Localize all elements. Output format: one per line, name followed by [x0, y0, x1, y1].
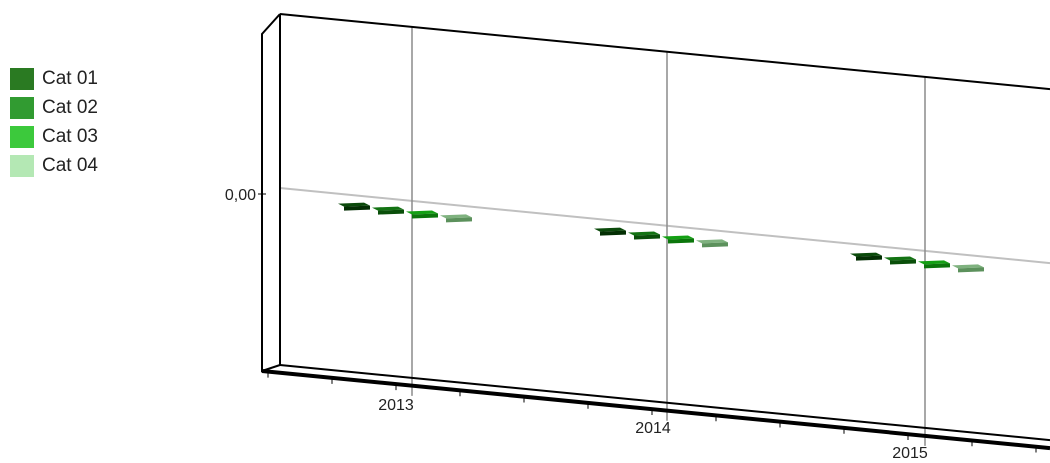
bar-side-cat-03-2015 [924, 263, 950, 269]
legend: Cat 01 Cat 02 Cat 03 Cat 04 [10, 64, 98, 180]
legend-swatch-cat-03 [10, 125, 34, 148]
bar-side-cat-04-2014 [702, 242, 728, 248]
y-tick-label: 0,00 [225, 187, 256, 204]
bar-side-cat-02-2015 [890, 259, 916, 265]
bar-side-cat-02-2013 [378, 209, 404, 215]
bar-cat-04-2014 [696, 239, 728, 244]
floor-back-edge [279, 364, 1050, 442]
bar-side-cat-01-2015 [856, 255, 882, 261]
axes [258, 13, 1050, 453]
bar-side-cat-04-2013 [446, 217, 472, 223]
zero-gridline [279, 187, 1050, 265]
bar-side-cat-01-2014 [600, 230, 626, 236]
bar-cat-03-2014 [662, 235, 694, 240]
x-tick-label: 2013 [378, 397, 414, 414]
legend-swatch-cat-01 [10, 67, 34, 90]
legend-label-cat-04: Cat 04 [42, 154, 98, 176]
floor-front-edge [261, 369, 1050, 451]
legend-label-cat-03: Cat 03 [42, 125, 98, 147]
back-plane-top-edge [279, 13, 1050, 91]
axis-labels: 0,00 2013 2014 2015 [225, 187, 928, 462]
bar-side-cat-03-2014 [668, 238, 694, 244]
legend-label-cat-01: Cat 01 [42, 67, 98, 89]
bar-cat-03-2013 [406, 210, 438, 215]
left-wall-outline [261, 13, 281, 373]
legend-item-cat-01: Cat 01 [10, 64, 98, 93]
bars [338, 202, 984, 273]
legend-item-cat-02: Cat 02 [10, 93, 98, 122]
bar-cat-02-2015 [884, 256, 916, 261]
legend-swatch-cat-04 [10, 154, 34, 177]
bar-cat-03-2015 [918, 260, 950, 265]
grid-lines [279, 26, 1050, 446]
bar-cat-04-2015 [952, 264, 984, 269]
bar-cat-01-2015 [850, 252, 882, 257]
bar-cat-01-2013 [338, 202, 370, 207]
bar-cat-02-2014 [628, 231, 660, 236]
bar-side-cat-04-2015 [958, 267, 984, 273]
legend-label-cat-02: Cat 02 [42, 96, 98, 118]
bar-side-cat-02-2014 [634, 234, 660, 240]
x-tick-label: 2014 [635, 420, 671, 437]
bar-cat-02-2013 [372, 206, 404, 211]
legend-swatch-cat-02 [10, 96, 34, 119]
bar-side-cat-03-2013 [412, 213, 438, 219]
x-tick-label: 2015 [892, 445, 928, 462]
bar-cat-01-2014 [594, 227, 626, 232]
legend-item-cat-04: Cat 04 [10, 151, 98, 180]
legend-item-cat-03: Cat 03 [10, 122, 98, 151]
bar-side-cat-01-2013 [344, 205, 370, 211]
bar-cat-04-2013 [440, 214, 472, 219]
